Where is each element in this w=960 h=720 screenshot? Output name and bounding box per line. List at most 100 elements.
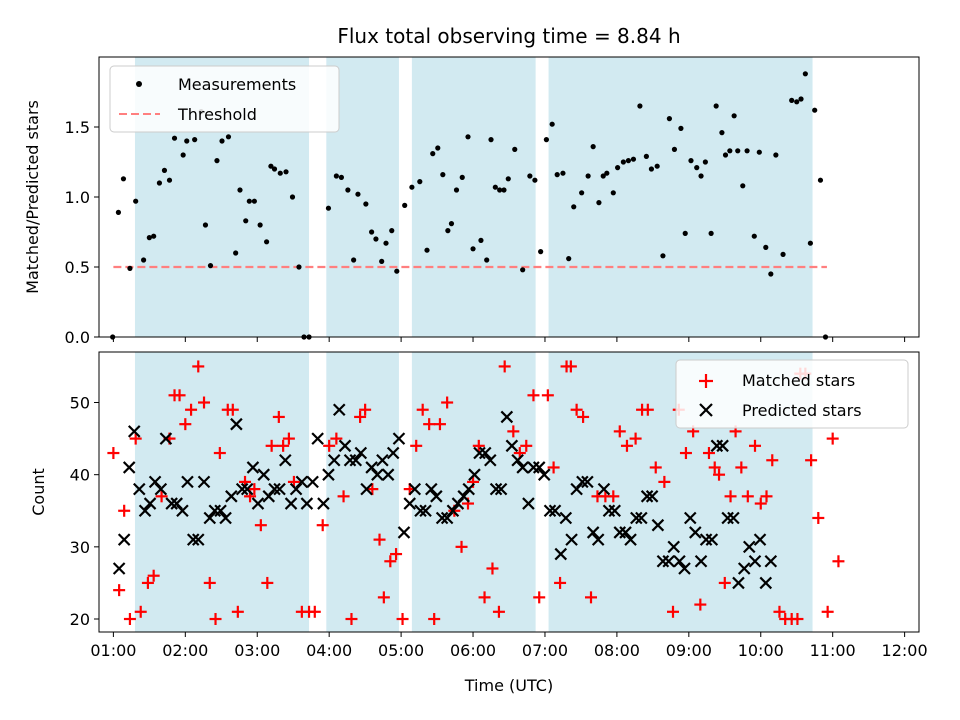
observing-interval-band (411, 57, 536, 337)
measurement-point (225, 134, 232, 140)
x-tick-label: 10:00 (738, 641, 784, 660)
predicted-star-point (673, 555, 686, 568)
matched-star-point (261, 576, 274, 589)
measurement-point (424, 247, 430, 253)
measurement-point (719, 130, 725, 136)
matched-star-point (282, 432, 295, 445)
x-tick-label: 05:00 (378, 641, 424, 660)
measurement-point (678, 125, 684, 131)
matched-star-point (754, 497, 767, 510)
measurement-point (296, 264, 302, 270)
measurement-point (289, 194, 296, 200)
predicted-star-point (386, 446, 400, 460)
y-tick-label: 30 (70, 538, 90, 557)
measurement-point (202, 222, 209, 228)
predicted-star-point (532, 461, 546, 474)
measurement-point (166, 177, 173, 183)
y-tick-label: 1.0 (65, 188, 90, 207)
predicted-star-point (484, 453, 497, 467)
predicted-star-point (133, 482, 146, 496)
matched-star-point (577, 410, 590, 423)
legend-measurements-marker (136, 81, 142, 87)
measurement-point (257, 222, 263, 228)
measurement-point (590, 144, 596, 150)
matched-star-point (492, 605, 505, 618)
measurement-point (492, 184, 498, 190)
predicted-star-point (295, 475, 309, 489)
measurement-point (671, 146, 678, 152)
predicted-star-point (273, 482, 286, 496)
predicted-star-point (435, 511, 449, 525)
matched-star-point (410, 439, 423, 452)
predicted-star-point (694, 555, 708, 568)
matched-star-point (821, 605, 834, 618)
measurement-point (120, 176, 127, 182)
matched-star-point (123, 613, 136, 626)
measurement-point (740, 183, 746, 189)
matched-star-point (791, 613, 804, 626)
predicted-star-point (581, 475, 594, 489)
x-tick-label: 01:00 (90, 641, 136, 660)
measurement-point (532, 177, 538, 183)
matched-star-point (694, 598, 707, 611)
measurement-point (233, 250, 239, 256)
predicted-star-point (446, 504, 460, 518)
measurement-point (333, 173, 339, 179)
predicted-star-point (473, 446, 486, 460)
predicted-star-point (505, 439, 519, 453)
matched-star-point (277, 439, 290, 452)
matched-star-point (520, 439, 533, 452)
predicted-star-point (408, 482, 422, 496)
measurement-point (722, 152, 729, 158)
top-axes-frame (98, 56, 920, 338)
predicted-star-point (543, 504, 557, 518)
predicted-star-point (381, 468, 395, 481)
top-legend-frame (109, 65, 340, 133)
matched-star-point (613, 425, 626, 438)
measurement-point (465, 134, 471, 140)
measurement-point (192, 137, 198, 143)
measurement-point (484, 257, 490, 263)
measurement-point (277, 170, 283, 176)
matched-star-point (198, 396, 211, 409)
measurement-point (648, 166, 655, 172)
measurement-point (713, 103, 719, 109)
matched-star-point (708, 461, 721, 474)
measurement-point (794, 99, 800, 105)
measurement-point (527, 173, 533, 179)
predicted-star-point (554, 547, 568, 561)
matched-star-point (498, 360, 511, 373)
predicted-star-point (662, 555, 675, 568)
matched-star-point (359, 403, 372, 416)
measurement-point (554, 172, 560, 178)
predicted-star-point (191, 533, 205, 546)
measurement-point (379, 258, 385, 264)
top-y-ticks: 0.0 0.5 1.0 1.5 (65, 118, 99, 347)
x-axis-label: Time (UTC) (464, 676, 553, 695)
predicted-star-point (742, 540, 756, 554)
measurement-point (708, 230, 714, 236)
measurement-point (807, 240, 813, 246)
predicted-star-point (511, 453, 524, 467)
matched-star-point (812, 511, 825, 524)
measurement-point (243, 218, 249, 224)
predicted-star-point (624, 533, 637, 546)
predicted-star-point (225, 490, 238, 503)
predicted-star-point (608, 504, 622, 518)
predicted-star-point (317, 497, 330, 510)
matched-star-point (741, 490, 754, 503)
measurement-point (694, 165, 700, 171)
measurement-point (630, 156, 637, 162)
predicted-star-point (414, 504, 427, 518)
x-tick-label: 07:00 (522, 641, 568, 660)
predicted-star-point (208, 504, 222, 518)
measurement-point (345, 187, 351, 193)
matched-star-point (345, 613, 358, 626)
predicted-star-point (576, 475, 589, 489)
predicted-star-point (122, 461, 136, 474)
top-y-axis-label: Matched/Predicted stars (23, 100, 42, 294)
measurement-point (610, 190, 616, 196)
matched-star-point (433, 418, 446, 431)
measurement-point (501, 187, 507, 193)
measurement-point (351, 257, 357, 263)
